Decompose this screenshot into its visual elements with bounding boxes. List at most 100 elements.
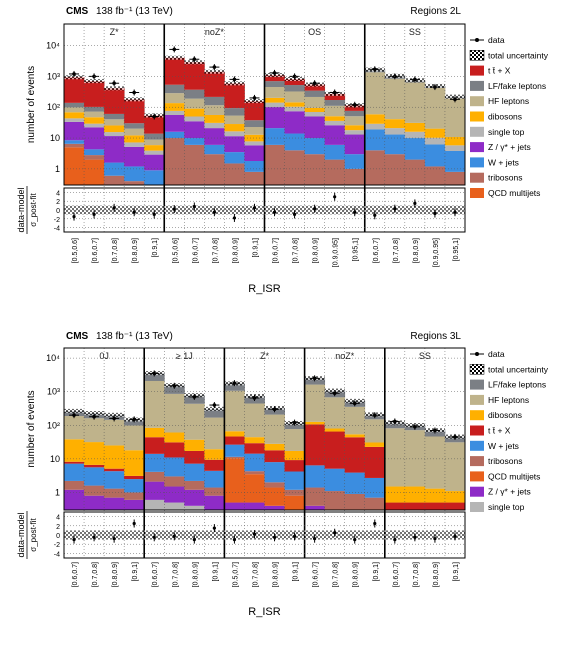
bar-segment — [204, 470, 225, 488]
region-group-label: Regions 3L — [410, 331, 461, 342]
legend-label: data — [488, 35, 505, 45]
y-tick-label: 10 — [50, 133, 60, 143]
bar-segment — [204, 105, 225, 115]
data-point — [132, 417, 136, 422]
legend-label: W + jets — [488, 157, 519, 167]
bar-segment — [384, 134, 406, 155]
uncertainty-band — [64, 408, 85, 413]
data-point — [413, 425, 417, 429]
legend-label: QCD multijets — [488, 471, 540, 481]
data-point — [352, 401, 357, 406]
legend-swatch — [470, 80, 484, 91]
y-tick-label: 10³ — [47, 387, 60, 397]
bar-segment — [64, 463, 85, 481]
bar-segment — [284, 450, 305, 461]
y-tick-label: 10⁴ — [46, 41, 60, 51]
bar-segment — [204, 408, 225, 418]
residual-point — [433, 537, 437, 541]
x-tick-label: [0.7,0.8] — [212, 238, 219, 263]
legend-swatch — [470, 440, 484, 451]
bar-segment — [184, 450, 205, 464]
data-point — [453, 435, 457, 439]
bar-segment — [144, 373, 165, 381]
residual-point — [373, 521, 377, 526]
bar-segment — [284, 150, 305, 185]
bar-segment — [384, 119, 406, 129]
legend-label: data — [488, 349, 505, 359]
data-point — [372, 67, 377, 72]
data-point — [152, 371, 157, 376]
bar-segment — [404, 430, 426, 487]
x-tick-label: [0.6,0.7] — [92, 238, 99, 263]
residual-point — [413, 201, 417, 205]
uncertainty-band — [224, 81, 245, 86]
x-tick-label: [0.8,0.9] — [433, 562, 440, 587]
data-point — [433, 428, 437, 433]
ratio-tick-label: -4 — [54, 551, 60, 558]
bar-segment — [84, 467, 105, 486]
legend-label: HF leptons — [488, 96, 529, 106]
data-point — [352, 102, 357, 107]
bar-segment — [164, 138, 185, 185]
data-point — [152, 114, 157, 119]
x-tick-label: [0.9,1] — [252, 238, 259, 258]
data-point — [72, 413, 76, 417]
legend-swatch — [470, 157, 484, 168]
x-tick-label: [0.95,1] — [353, 238, 360, 261]
bar-segment — [84, 442, 105, 465]
bar-segment — [264, 144, 285, 185]
bar-segment — [284, 471, 305, 490]
x-tick-label: [0.5,0.6] — [72, 238, 79, 263]
bar-segment — [84, 159, 105, 185]
bar-segment — [164, 114, 185, 132]
bar-segment — [404, 138, 426, 160]
bar-segment — [204, 417, 225, 450]
bar-segment — [444, 442, 466, 492]
x-tick-label: [0.7,0.8] — [393, 238, 400, 263]
legend-label: single top — [488, 127, 525, 137]
bar-segment — [344, 437, 366, 473]
bar-segment — [244, 453, 265, 472]
bar-segment — [124, 146, 145, 167]
bar-segment — [204, 114, 225, 123]
bar-segment — [324, 144, 346, 160]
bar-segment — [204, 96, 225, 106]
chart-panel-2: CMS 138 fb⁻¹ (13 TeV) Regions 3L 1 10 10² 10³ 1… — [16, 331, 549, 618]
residual-point — [313, 207, 317, 211]
bar-segment — [144, 437, 165, 454]
residual-point — [192, 204, 196, 209]
bar-segment — [284, 495, 305, 510]
bar-segment — [264, 487, 285, 506]
bar-segment — [164, 432, 185, 443]
legend-swatch — [470, 111, 484, 122]
uncertainty-band — [84, 411, 105, 416]
bar-segment — [424, 137, 446, 145]
bar-segment — [364, 419, 386, 443]
residual-point — [353, 538, 357, 542]
legend-label: total uncertainty — [488, 50, 549, 60]
x-tick-label: [0.6,0.7] — [152, 562, 159, 587]
legend-swatch — [470, 172, 484, 183]
bar-segment — [244, 134, 265, 142]
data-point — [292, 74, 297, 79]
residual-point — [212, 210, 216, 214]
y-tick-label: 10² — [47, 420, 60, 430]
chart-panel-1: CMS 138 fb⁻¹ (13 TeV) Regions 2L 1 10 10² 10³ 1… — [16, 6, 549, 295]
x-tick-label: [0.9,0.95] — [433, 238, 440, 267]
x-tick-label: [0.9,0.95] — [333, 238, 340, 267]
bar-segment — [64, 480, 85, 490]
bar-segment — [364, 114, 386, 124]
bar-segment — [184, 89, 205, 99]
uncertainty-band — [204, 69, 225, 74]
x-tick-label: [0.7,0.8] — [333, 562, 340, 587]
x-axis-label: R_ISR — [248, 283, 280, 295]
bar-segment — [324, 105, 346, 117]
bar-segment — [264, 97, 285, 103]
residual-point — [92, 535, 96, 539]
residual-point — [152, 212, 156, 216]
x-tick-label: [0.9,1] — [373, 562, 380, 582]
bar-segment — [304, 154, 326, 185]
bar-segment — [64, 140, 85, 144]
residual-point — [72, 215, 76, 219]
residual-point — [393, 538, 397, 542]
